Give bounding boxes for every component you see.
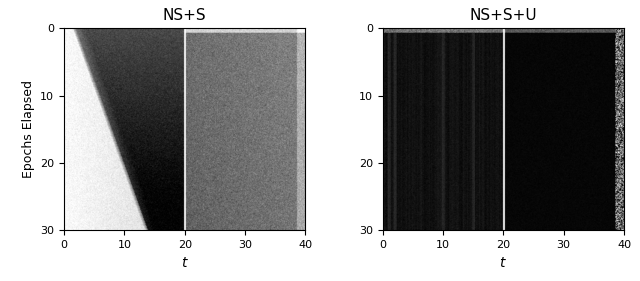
Title: NS+S+U: NS+S+U (470, 8, 537, 23)
Y-axis label: Epochs Elapsed: Epochs Elapsed (22, 80, 35, 178)
X-axis label: $t$: $t$ (180, 256, 189, 270)
Title: NS+S: NS+S (163, 8, 207, 23)
X-axis label: $t$: $t$ (499, 256, 508, 270)
